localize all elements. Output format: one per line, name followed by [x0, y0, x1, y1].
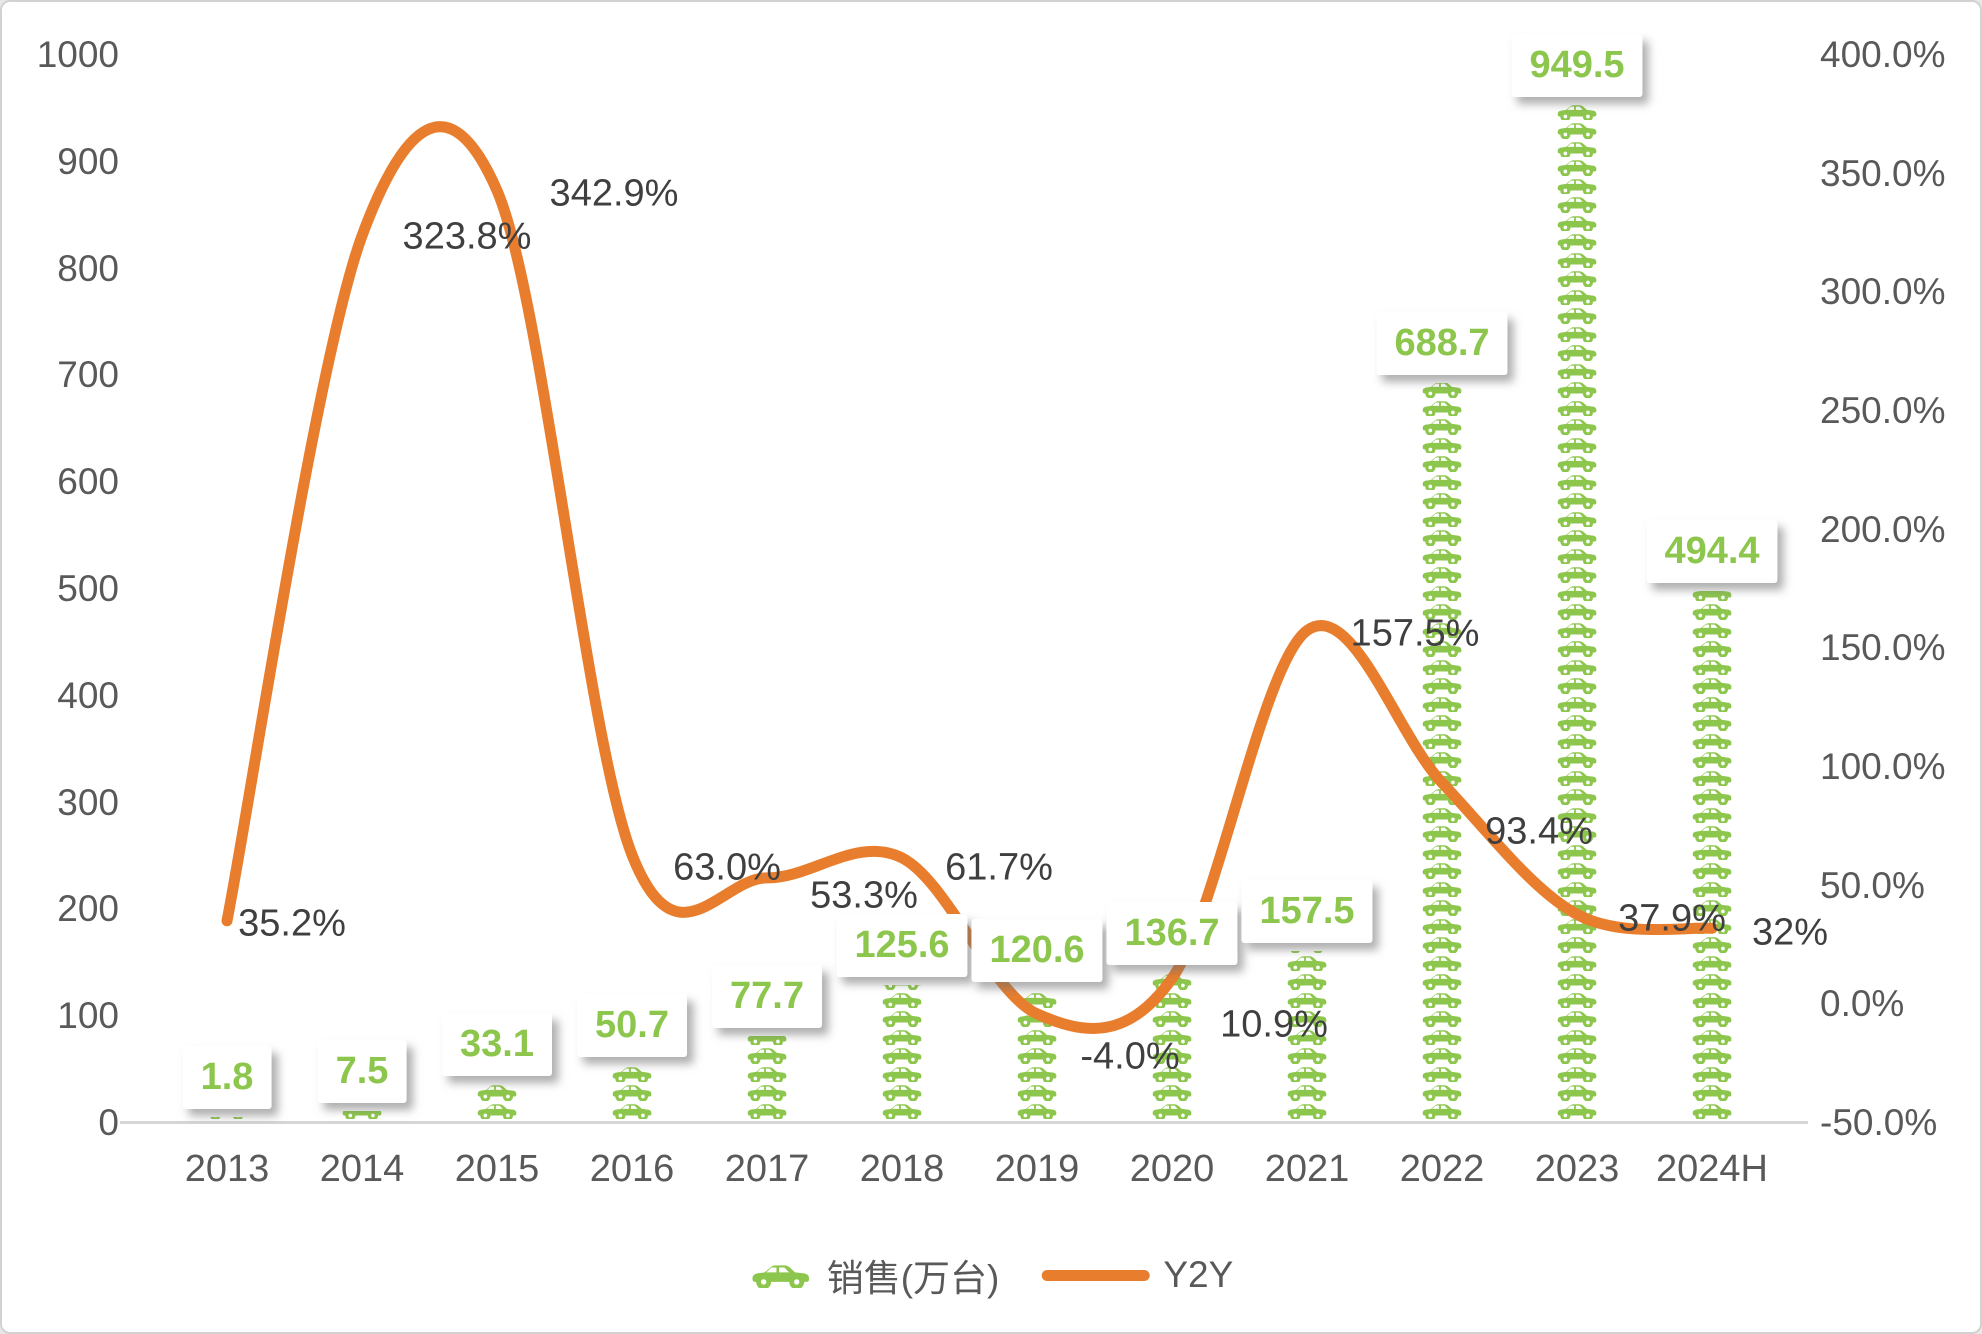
y2y-label-2020: 10.9%: [1220, 1003, 1328, 1046]
legend-label-sales: 销售(万台): [826, 1258, 1000, 1299]
left-axis-tick: 500: [57, 568, 119, 609]
right-axis-tick: 350.0%: [1820, 152, 1946, 194]
bar-value-label-2013: 1.8: [182, 1046, 272, 1110]
right-axis-tick: -50.0%: [1820, 1102, 1938, 1143]
right-axis-tick: 100.0%: [1820, 746, 1946, 787]
y2y-label-2024H: 32%: [1751, 911, 1829, 954]
x-axis-label-2015: 2015: [454, 1148, 540, 1190]
left-axis-tick: 700: [57, 354, 119, 396]
x-axis-label-2018: 2018: [859, 1148, 945, 1190]
left-axis-tick: 100: [57, 995, 119, 1037]
bar-value-label-2022: 688.7: [1376, 312, 1508, 376]
legend-item-y2y: Y2Y: [1041, 1254, 1233, 1296]
legend-item-sales: 销售(万台): [749, 1248, 1000, 1302]
left-axis-tick: 900: [57, 140, 119, 182]
left-axis-tick: 300: [57, 781, 119, 823]
x-axis-line: [120, 1121, 1808, 1124]
bar-value-label-2024H: 494.4: [1646, 519, 1778, 583]
x-axis-label-2019: 2019: [994, 1148, 1080, 1190]
y2y-label-2013: 35.2%: [238, 902, 346, 945]
left-axis-tick: 200: [57, 888, 119, 930]
y2y-label-2021: 157.5%: [1350, 612, 1480, 655]
y2y-label-2017: 53.3%: [810, 874, 918, 917]
x-axis-label-2020: 2020: [1129, 1148, 1215, 1190]
bar-value-label-2020: 136.7: [1106, 902, 1238, 966]
right-axis-tick: 250.0%: [1820, 390, 1946, 431]
y2y-label-2023: 37.9%: [1618, 897, 1726, 940]
x-axis-label-2017: 2017: [724, 1148, 810, 1190]
x-axis-label-2016: 2016: [589, 1148, 675, 1190]
x-axis-label-2013: 2013: [184, 1148, 270, 1190]
x-axis-label-2024H: 2024H: [1656, 1148, 1768, 1190]
x-axis-label-2021: 2021: [1264, 1148, 1350, 1190]
y2y-label-2018: 61.7%: [945, 846, 1053, 889]
legend: 销售(万台) Y2Y: [749, 1248, 1233, 1302]
bar-value-label-2023: 949.5: [1511, 33, 1643, 97]
right-axis-tick: 200.0%: [1820, 508, 1946, 550]
bar-value-label-2018: 125.6: [836, 913, 968, 977]
line-swatch-icon: [1041, 1269, 1150, 1281]
left-axis-tick: 600: [57, 461, 119, 503]
left-axis-tick: 400: [57, 674, 119, 716]
legend-label-y2y: Y2Y: [1163, 1254, 1234, 1295]
bar-value-label-2019: 120.6: [971, 919, 1103, 983]
left-axis-tick: 1000: [36, 34, 119, 75]
left-axis-tick: 0: [98, 1102, 119, 1143]
right-axis-tick: 0.0%: [1820, 983, 1905, 1025]
car-icon: [752, 1265, 809, 1288]
bar-value-label-2021: 157.5: [1241, 879, 1373, 943]
bar-value-label-2014: 7.5: [317, 1040, 407, 1103]
x-axis-label-2023: 2023: [1534, 1148, 1620, 1190]
left-axis-tick: 800: [57, 247, 119, 289]
right-axis-tick: 400.0%: [1820, 34, 1946, 75]
y2y-label-2016: 63.0%: [673, 846, 781, 889]
y2y-label-2014: 323.8%: [402, 215, 532, 258]
y2y-label-2019: -4.0%: [1080, 1035, 1180, 1078]
right-axis-tick: 300.0%: [1820, 271, 1946, 313]
bar-value-label-2017: 77.7: [712, 965, 822, 1029]
bar-value-label-2015: 33.1: [442, 1012, 552, 1076]
x-axis-label-2014: 2014: [319, 1148, 405, 1190]
bar-value-label-2016: 50.7: [577, 993, 687, 1057]
y2y-label-2015: 342.9%: [549, 172, 679, 215]
y2y-label-2022: 93.4%: [1485, 810, 1593, 853]
right-axis-tick: 150.0%: [1820, 627, 1946, 669]
x-axis-label-2022: 2022: [1399, 1148, 1485, 1190]
right-axis-tick: 50.0%: [1820, 864, 1925, 906]
